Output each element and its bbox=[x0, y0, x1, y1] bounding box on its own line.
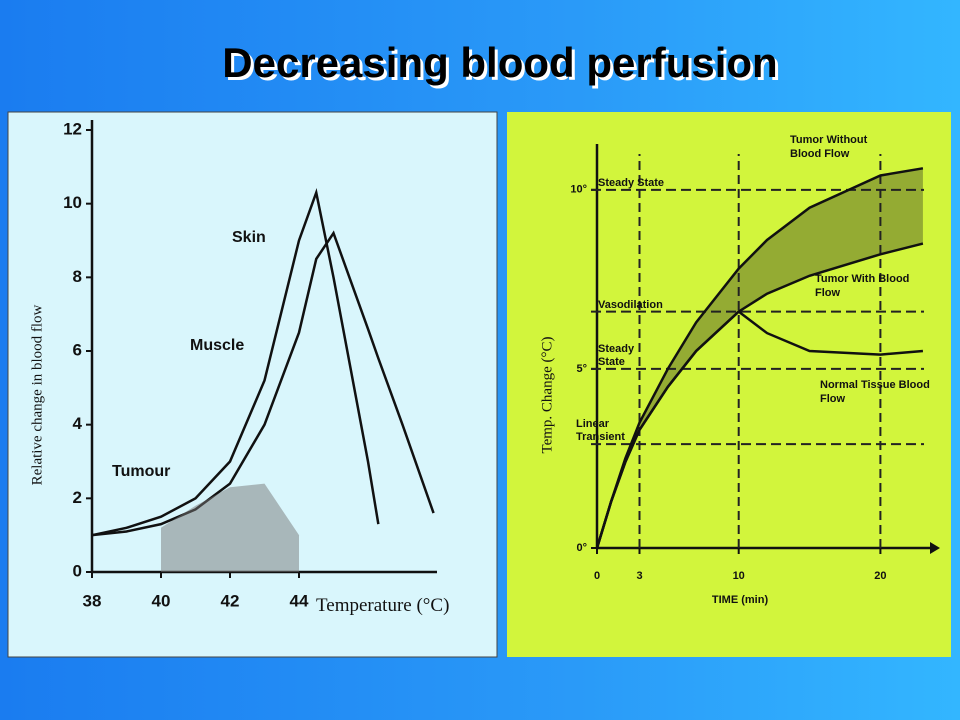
y-axis-label: Temp. Change (°C) bbox=[539, 336, 555, 453]
y-tick-label: 4 bbox=[73, 414, 83, 433]
reference-label: Linear Transient bbox=[576, 418, 625, 444]
x-tick-label: 38 bbox=[83, 591, 102, 610]
x-tick-label: 3 bbox=[636, 570, 642, 582]
series-label-box: Tumor With Blood Flow bbox=[815, 273, 910, 299]
reference-label-box: Linear Transient bbox=[576, 418, 625, 444]
x-axis-label: Temperature (°C) bbox=[316, 595, 450, 616]
series-label: Tumour bbox=[112, 463, 171, 480]
x-tick-label: 44 bbox=[290, 591, 309, 610]
series-label: Normal Tissue Blood Flow bbox=[820, 379, 930, 405]
series-label-box: Tumor Without Blood Flow bbox=[790, 134, 868, 160]
y-tick-label: 10 bbox=[63, 193, 82, 212]
x-axis-arrow bbox=[930, 542, 940, 554]
area bbox=[161, 483, 299, 572]
y-tick-label: 5° bbox=[576, 363, 587, 375]
title-shadow: Decreasing blood perfusion bbox=[225, 42, 780, 89]
reference-label: Steady State bbox=[598, 176, 665, 189]
reference-label: Vasodilation bbox=[598, 298, 663, 311]
series-label: Tumor Without Blood Flow bbox=[790, 134, 868, 160]
y-tick-label: 8 bbox=[73, 267, 82, 286]
y-tick-label: 2 bbox=[73, 488, 82, 507]
y-tick-label: 6 bbox=[73, 340, 82, 359]
right-panel bbox=[507, 112, 951, 657]
y-tick-label: 12 bbox=[63, 119, 82, 138]
x-axis-label: TIME (min) bbox=[712, 594, 769, 606]
reference-label-box: Steady State bbox=[598, 342, 635, 368]
x-tick-label: 0 bbox=[594, 570, 600, 582]
series-label: Tumor With Blood Flow bbox=[815, 273, 910, 299]
x-axis-label-box: Temperature (°C) bbox=[316, 595, 450, 616]
x-tick-label: 20 bbox=[874, 570, 886, 582]
reference-label-box: Vasodilation bbox=[598, 298, 663, 311]
line bbox=[91, 230, 435, 537]
y-tick-label: 0° bbox=[576, 542, 587, 554]
series-label-box: Normal Tissue Blood Flow bbox=[820, 379, 930, 405]
series-label-box: Skin bbox=[232, 229, 266, 246]
series-label: Skin bbox=[232, 229, 266, 246]
y-tick-label: 10° bbox=[570, 184, 587, 196]
x-tick-label: 10 bbox=[733, 570, 745, 582]
line bbox=[91, 187, 380, 537]
y-axis-label: Relative change in blood flow bbox=[29, 304, 45, 485]
series-label: Muscle bbox=[190, 337, 245, 354]
y-tick-label: 0 bbox=[73, 561, 82, 580]
band-fill bbox=[597, 168, 923, 548]
series-label-box: Muscle bbox=[190, 337, 245, 354]
x-tick-label: 40 bbox=[152, 591, 171, 610]
x-tick-label: 42 bbox=[221, 591, 240, 610]
line bbox=[595, 309, 924, 549]
reference-label: Steady State bbox=[598, 342, 635, 368]
series-label-box: Tumour bbox=[112, 463, 171, 480]
reference-label-box: Steady State bbox=[598, 176, 665, 189]
slide-title: Decreasing blood perfusion bbox=[222, 39, 777, 86]
